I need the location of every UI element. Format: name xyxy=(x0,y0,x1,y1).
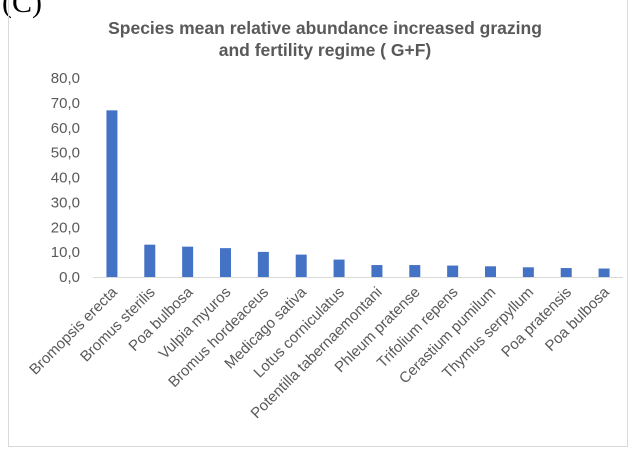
bars xyxy=(106,110,610,278)
y-tick-label: 50,0 xyxy=(51,145,80,162)
y-tick-label: 20,0 xyxy=(51,219,80,236)
y-axis: 0,0 10,0 20,0 30,0 40,0 50,0 60,0 70,0 80,0 xyxy=(51,70,80,286)
y-tick-label: 60,0 xyxy=(51,120,80,137)
bar xyxy=(257,251,269,277)
bar xyxy=(144,244,156,277)
panel-label: (C) xyxy=(2,0,42,19)
bar xyxy=(598,268,610,277)
y-tick-label: 80,0 xyxy=(51,70,80,87)
y-tick-label: 0,0 xyxy=(59,269,80,286)
chart-title: Species mean relative abundance increase… xyxy=(60,17,590,61)
bar xyxy=(106,110,118,278)
bar xyxy=(522,267,534,277)
chart-frame xyxy=(8,0,628,447)
bar xyxy=(560,268,572,277)
y-tick-label: 40,0 xyxy=(51,170,80,187)
chart-title-line-1: Species mean relative abundance increase… xyxy=(108,18,542,38)
y-tick-label: 70,0 xyxy=(51,95,80,112)
bar xyxy=(333,259,345,277)
bar xyxy=(182,246,194,277)
y-tick-label: 10,0 xyxy=(51,244,80,261)
y-tick-label: 30,0 xyxy=(51,194,80,211)
bar xyxy=(485,266,496,277)
bar xyxy=(409,265,421,277)
chart-title-line-2: and fertility regime ( G+F) xyxy=(218,40,432,60)
bar xyxy=(220,248,231,277)
bar xyxy=(295,254,307,277)
bar xyxy=(447,265,459,277)
bar xyxy=(371,265,383,277)
